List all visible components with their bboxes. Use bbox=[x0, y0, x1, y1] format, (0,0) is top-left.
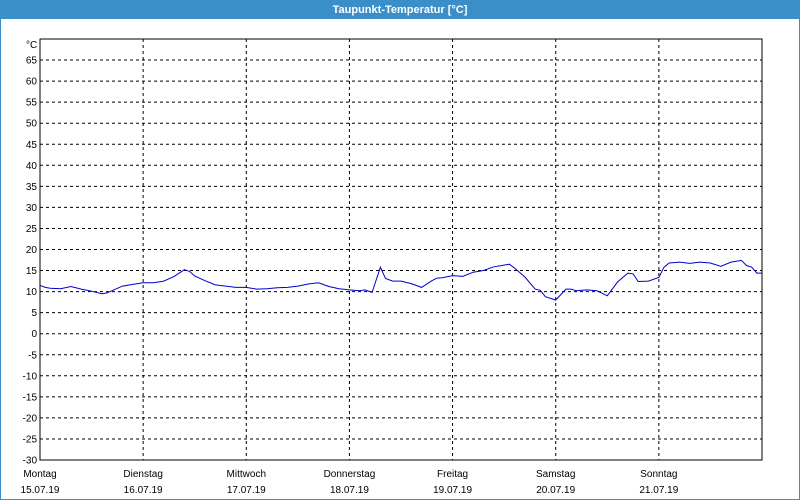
y-tick-label: -25 bbox=[23, 434, 38, 445]
y-tick-label: 50 bbox=[26, 119, 38, 130]
x-tick-date-label: 18.07.19 bbox=[330, 485, 369, 496]
y-axis-ticks: 65605550454035302520151050-5-10-15-20-25… bbox=[23, 56, 38, 467]
x-tick-date-label: 17.07.19 bbox=[227, 485, 266, 496]
x-tick-day-label: Donnerstag bbox=[324, 469, 376, 480]
y-tick-label: -10 bbox=[23, 371, 38, 382]
y-tick-label: 10 bbox=[26, 287, 38, 298]
x-axis-ticks: Montag 15.07.19 Dienstag 16.07.19 Mittwoch 17… bbox=[21, 469, 679, 496]
y-tick-label: 0 bbox=[31, 329, 37, 340]
x-tick-date-label: 15.07.19 bbox=[21, 485, 60, 496]
x-tick-day-label: Dienstag bbox=[123, 469, 162, 480]
y-tick-label: -15 bbox=[23, 392, 38, 403]
y-tick-label: 30 bbox=[26, 203, 38, 214]
y-tick-label: 35 bbox=[26, 182, 38, 193]
x-tick-date-label: 19.07.19 bbox=[433, 485, 472, 496]
y-tick-label: 20 bbox=[26, 245, 38, 256]
chart-title: Taupunkt-Temperatur [°C] bbox=[1, 1, 799, 19]
series-line bbox=[39, 259, 762, 301]
y-tick-label: 5 bbox=[31, 308, 37, 319]
y-tick-label: 55 bbox=[26, 98, 38, 109]
x-tick-day-label: Samstag bbox=[536, 469, 575, 480]
x-tick-date-label: 16.07.19 bbox=[124, 485, 163, 496]
y-tick-label: 15 bbox=[26, 266, 38, 277]
y-tick-label: -5 bbox=[28, 350, 37, 361]
y-tick-label: 25 bbox=[26, 224, 38, 235]
y-tick-label: 40 bbox=[26, 161, 38, 172]
x-tick-date-label: 21.07.19 bbox=[639, 485, 678, 496]
y-tick-label: 45 bbox=[26, 140, 38, 151]
grid-lines bbox=[40, 39, 762, 460]
x-tick-day-label: Montag bbox=[23, 469, 56, 480]
x-tick-day-label: Mittwoch bbox=[227, 469, 266, 480]
y-tick-label: 60 bbox=[26, 77, 38, 88]
y-axis-unit-label: °C bbox=[26, 40, 37, 51]
x-tick-day-label: Sonntag bbox=[640, 469, 677, 480]
x-tick-day-label: Freitag bbox=[437, 469, 468, 480]
y-tick-label: -30 bbox=[23, 456, 38, 467]
y-tick-label: -20 bbox=[23, 413, 38, 424]
x-tick-date-label: 20.07.19 bbox=[536, 485, 575, 496]
plot-area bbox=[39, 38, 763, 461]
y-tick-label: 65 bbox=[26, 56, 38, 67]
